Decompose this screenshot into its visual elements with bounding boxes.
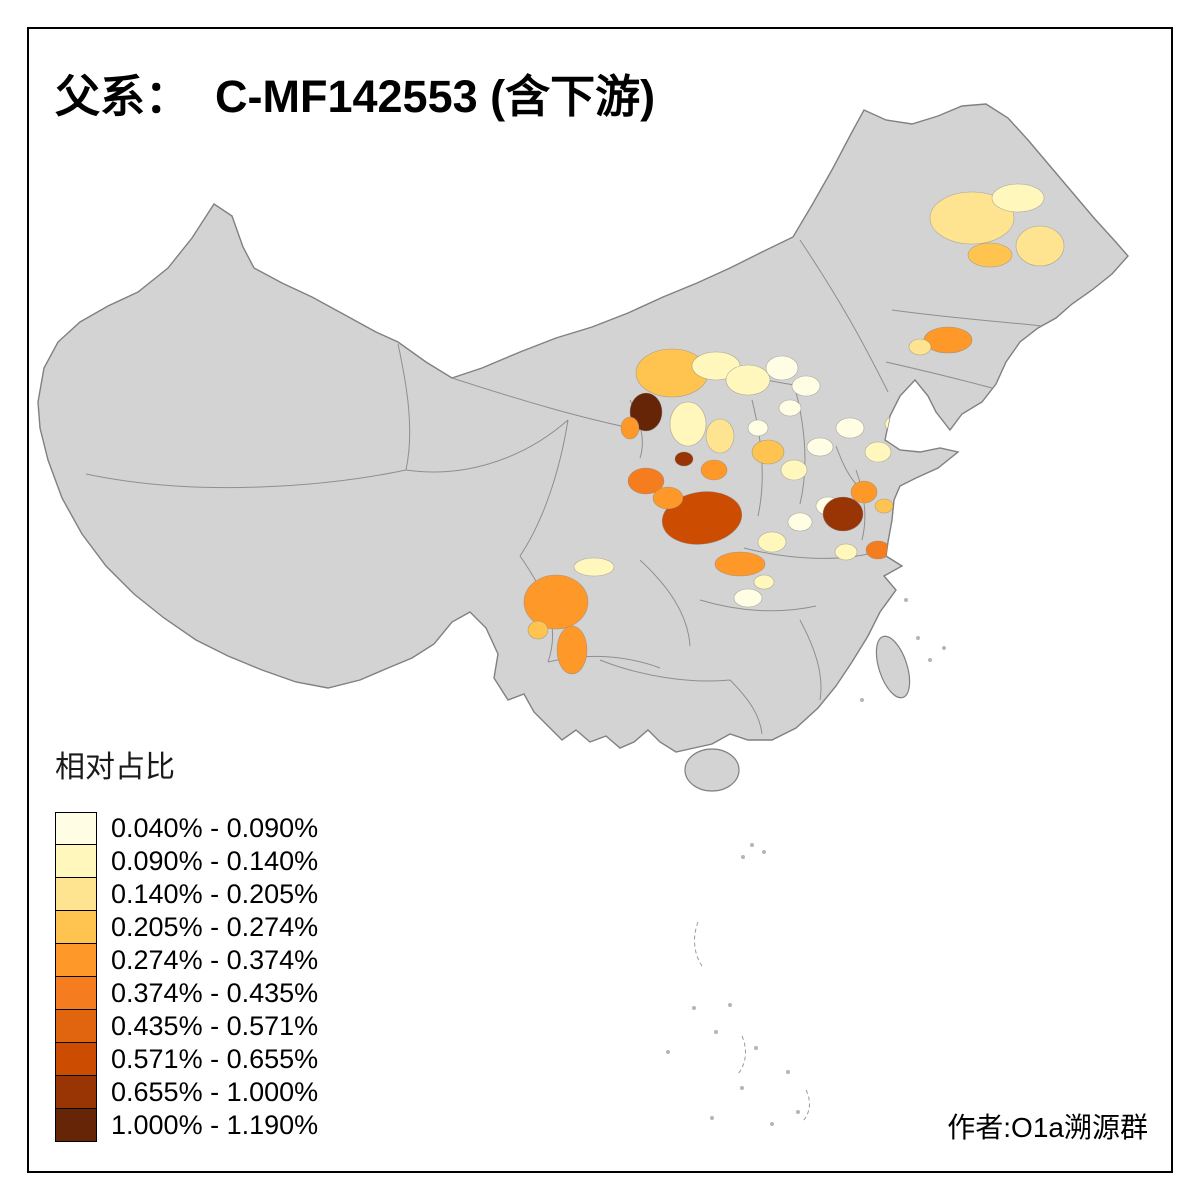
hainan-island	[684, 748, 740, 792]
map-region-highlight	[523, 574, 589, 630]
legend-swatch	[55, 1043, 97, 1076]
legend-item: 1.000% - 1.190%	[55, 1109, 318, 1142]
legend-swatch	[55, 911, 97, 944]
map-region-highlight	[780, 459, 808, 481]
south-china-sea-dashed-outlines	[694, 921, 810, 1123]
map-region-highlight	[850, 480, 878, 504]
map-region-highlight	[556, 625, 588, 675]
map-region-highlight	[700, 459, 728, 481]
map-region-highlight	[747, 419, 769, 437]
legend-label: 0.205% - 0.274%	[111, 912, 319, 942]
map-region-highlight	[834, 543, 858, 561]
map-region-highlight	[822, 496, 864, 532]
map-region-highlight	[967, 242, 1013, 268]
legend-item: 0.655% - 1.000%	[55, 1076, 318, 1109]
map-region-highlight	[705, 418, 735, 454]
taiwan-island	[875, 635, 911, 699]
legend: 相对占比 0.040% - 0.090% 0.090% - 0.140% 0.140…	[55, 742, 318, 1142]
legend-item: 0.571% - 0.655%	[55, 1043, 318, 1076]
map-region-highlight	[757, 531, 787, 553]
author-credit: 作者:O1a溯源群	[947, 1112, 1148, 1143]
legend-label: 0.655% - 1.000%	[111, 1077, 319, 1107]
legend-label: 0.274% - 0.374%	[111, 945, 319, 975]
legend-item: 0.140% - 0.205%	[55, 878, 318, 911]
legend-item: 0.090% - 0.140%	[55, 845, 318, 878]
map-region-highlight	[751, 439, 785, 465]
south-china-sea-islands	[666, 598, 946, 1126]
legend-items: 0.040% - 0.090% 0.090% - 0.140% 0.140% - 0…	[55, 812, 318, 1142]
legend-label: 0.040% - 0.090%	[111, 813, 319, 843]
map-region-highlight	[1015, 225, 1065, 267]
legend-label: 0.090% - 0.140%	[111, 846, 319, 876]
legend-swatch	[55, 944, 97, 977]
map-region-highlight	[527, 620, 549, 640]
legend-label: 0.374% - 0.435%	[111, 978, 319, 1008]
province-boundaries	[85, 239, 1043, 735]
map-region-highlight	[787, 512, 813, 532]
map-region-highlight	[835, 417, 865, 439]
legend-item: 0.205% - 0.274%	[55, 911, 318, 944]
legend-label: 0.571% - 0.655%	[111, 1044, 319, 1074]
map-region-highlight	[733, 588, 763, 608]
map-region-highlight	[865, 540, 891, 560]
map-region-highlight	[573, 557, 615, 577]
legend-item: 0.374% - 0.435%	[55, 977, 318, 1010]
map-region-highlight	[627, 467, 665, 495]
legend-title: 相对占比	[55, 751, 175, 784]
legend-label: 1.000% - 1.190%	[111, 1110, 319, 1140]
legend-label: 0.435% - 0.571%	[111, 1011, 319, 1041]
legend-swatch	[55, 977, 97, 1010]
map-region-highlight	[753, 574, 775, 590]
legend-item: 0.274% - 0.374%	[55, 944, 318, 977]
legend-swatch	[55, 812, 97, 845]
map-region-highlight	[765, 355, 799, 381]
page-title: 父系： C-MF142553 (含下游)	[55, 71, 656, 122]
map-region-highlight	[806, 437, 834, 457]
map-region-highlight	[652, 486, 684, 510]
map-region-highlight	[661, 491, 743, 545]
map-highlights-layer	[523, 183, 1065, 675]
map-region-highlight	[874, 498, 894, 514]
map-region-highlight	[725, 364, 771, 396]
map-region-highlight	[714, 551, 766, 577]
map-region-highlight	[929, 191, 1015, 245]
legend-swatch	[55, 1010, 97, 1043]
map-region-highlight	[629, 392, 663, 432]
map-region-highlight	[791, 375, 821, 397]
map-region-highlight	[620, 416, 640, 440]
legend-label: 0.140% - 0.205%	[111, 879, 319, 909]
legend-swatch	[55, 1109, 97, 1142]
legend-item: 0.040% - 0.090%	[55, 812, 318, 845]
map-region-highlight	[674, 451, 694, 467]
legend-swatch	[55, 1076, 97, 1109]
map-region-highlight	[778, 399, 802, 417]
map-region-highlight	[884, 415, 908, 433]
map-region-highlight	[908, 338, 932, 356]
legend-swatch	[55, 878, 97, 911]
legend-item: 0.435% - 0.571%	[55, 1010, 318, 1043]
map-region-highlight	[991, 183, 1045, 213]
map-region-highlight	[669, 401, 707, 447]
legend-swatch	[55, 845, 97, 878]
map-region-highlight	[864, 441, 892, 463]
map-region-highlight	[923, 326, 973, 354]
